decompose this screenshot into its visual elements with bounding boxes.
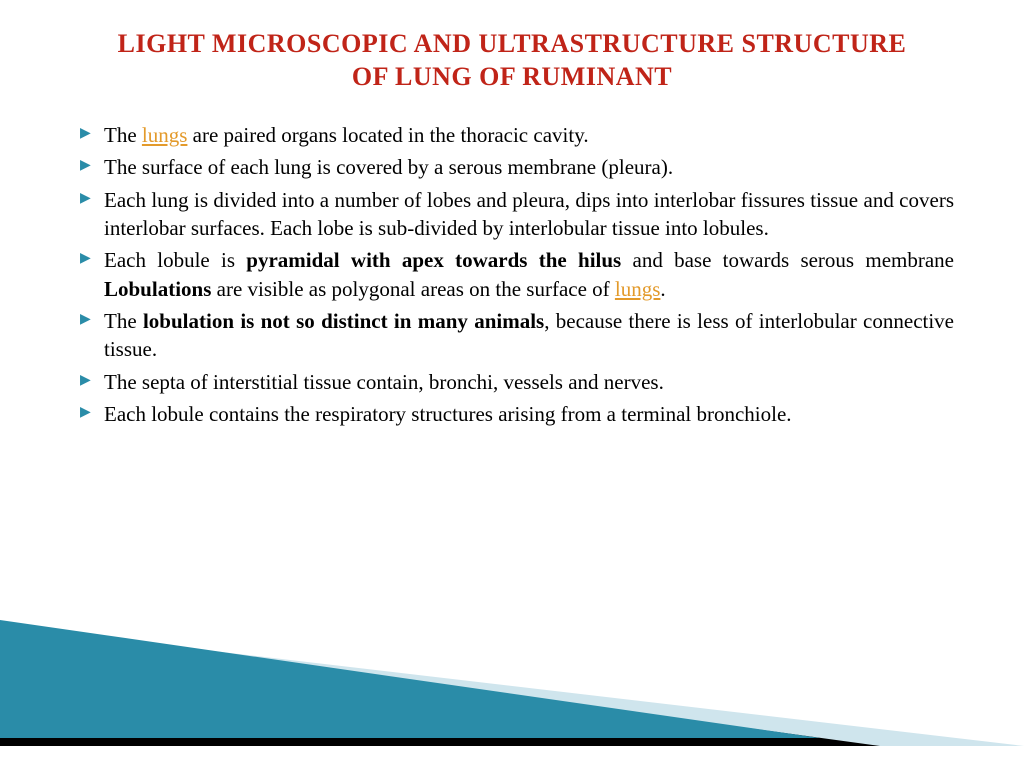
bold-fragment: Lobulations [104, 277, 211, 301]
text-fragment: are visible as polygonal areas on the su… [211, 277, 615, 301]
bullet-icon: ▶ [80, 404, 91, 423]
list-item: ▶ Each lobule contains the respiratory s… [80, 400, 954, 428]
text-fragment: The septa of interstitial tissue contain… [104, 370, 664, 394]
text-fragment: . [660, 277, 665, 301]
list-item: ▶ The lobulation is not so distinct in m… [80, 307, 954, 364]
title-line-1: LIGHT MICROSCOPIC AND ULTRASTRUCTURE STR… [40, 28, 984, 61]
text-fragment: The [104, 123, 142, 147]
bold-fragment: lobulation is not so distinct in many an… [143, 309, 544, 333]
text-fragment: The surface of each lung is covered by a… [104, 155, 673, 179]
bold-fragment: pyramidal with apex towards the hilus [246, 248, 621, 272]
list-item: ▶ The surface of each lung is covered by… [80, 153, 954, 181]
text-fragment: Each lobule is [104, 248, 246, 272]
list-item: ▶ The septa of interstitial tissue conta… [80, 368, 954, 396]
bullet-icon: ▶ [80, 311, 91, 330]
bullet-list: ▶ The lungs are paired organs located in… [80, 121, 954, 428]
text-fragment: are paired organs located in the thoraci… [187, 123, 588, 147]
text-fragment: Each lung is divided into a number of lo… [104, 188, 954, 240]
slide-title: LIGHT MICROSCOPIC AND ULTRASTRUCTURE STR… [0, 0, 1024, 103]
bullet-icon: ▶ [80, 125, 91, 144]
list-item: ▶ The lungs are paired organs located in… [80, 121, 954, 149]
text-fragment: and base towards serous membrane [621, 248, 954, 272]
decor-triangle-teal [0, 620, 820, 738]
bullet-icon: ▶ [80, 372, 91, 391]
list-item: ▶ Each lung is divided into a number of … [80, 186, 954, 243]
bullet-icon: ▶ [80, 157, 91, 176]
bullet-icon: ▶ [80, 190, 91, 209]
content-area: ▶ The lungs are paired organs located in… [0, 103, 1024, 428]
text-fragment: Each lobule contains the respiratory str… [104, 402, 792, 426]
list-item: ▶ Each lobule is pyramidal with apex tow… [80, 246, 954, 303]
bullet-icon: ▶ [80, 250, 91, 269]
link-lungs[interactable]: lungs [142, 123, 188, 147]
link-lungs[interactable]: lungs [615, 277, 661, 301]
title-line-2: OF LUNG OF RUMINANT [40, 61, 984, 94]
text-fragment: The [104, 309, 143, 333]
